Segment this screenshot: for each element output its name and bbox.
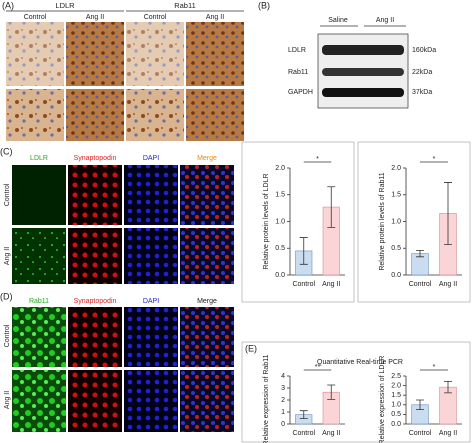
significance-label: *: [433, 364, 436, 371]
y-tick-label: 1.0: [391, 218, 401, 225]
condition-label: Ang II: [86, 14, 104, 21]
channel-label: Merge: [197, 155, 217, 162]
significance-label: *: [433, 156, 436, 163]
panel-label: (D): [0, 291, 13, 301]
x-tick-label: Control: [409, 281, 432, 288]
group-label: Rab11: [174, 1, 196, 10]
error-bar: [327, 186, 336, 228]
x-tick-label: Ang II: [322, 430, 340, 437]
channel-label: LDLR: [30, 155, 48, 162]
y-tick-label: 0.5: [391, 245, 401, 252]
significance-label: **: [315, 364, 321, 371]
significance-label: *: [316, 156, 319, 163]
row-label: Control: [4, 324, 11, 347]
y-tick-label: 4: [281, 373, 285, 380]
error-bar: [299, 237, 308, 265]
condition-label: Control: [144, 14, 167, 21]
size-label: 160kDa: [412, 47, 436, 54]
panel-label: (A): [2, 0, 14, 10]
y-tick-label: 0.5: [275, 245, 285, 252]
y-tick-label: 1.0: [275, 218, 285, 225]
y-axis-label: Relative expression of LDLR: [379, 356, 386, 443]
condition-label: Control: [24, 14, 47, 21]
band-label: LDLR: [288, 47, 306, 54]
x-tick-label: Ang II: [322, 281, 340, 288]
error-bar: [416, 399, 424, 410]
y-tick-label: 2.5: [391, 373, 401, 380]
row-label: Control: [4, 183, 11, 206]
y-axis-label: Relative expression of Rab11: [263, 354, 270, 443]
row-label: Ang II: [4, 247, 11, 265]
error-bar: [327, 384, 336, 400]
band-label: GAPDH: [288, 89, 313, 96]
panel-label: (E): [245, 343, 257, 353]
y-tick-label: 2.0: [275, 165, 285, 172]
y-axis-label: Relative protein levels of Rab11: [379, 172, 386, 270]
error-bar: [444, 380, 452, 394]
y-tick-label: 2.0: [391, 382, 401, 389]
y-tick-label: 0.0: [391, 272, 401, 279]
channel-label: DAPI: [143, 155, 159, 162]
size-label: 22kDa: [412, 69, 432, 76]
panel-label: (B): [258, 0, 270, 10]
x-tick-label: Control: [292, 281, 315, 288]
y-tick-label: 2: [281, 397, 285, 404]
group-label: LDLR: [55, 1, 75, 10]
x-tick-label: Ang II: [439, 281, 457, 288]
x-tick-label: Control: [292, 430, 315, 437]
y-tick-label: 0.0: [275, 272, 285, 279]
y-tick-label: 1.5: [275, 192, 285, 199]
y-tick-label: 0.0: [391, 421, 401, 428]
x-tick-label: Ang II: [439, 430, 457, 437]
y-axis-label: Relative protein levels of LDLR: [263, 173, 270, 269]
channel-label: DAPI: [143, 298, 159, 305]
channel-label: Rab11: [29, 298, 49, 305]
size-label: 37kDa: [412, 89, 432, 96]
channel-label: Synaptopodin: [74, 298, 117, 305]
error-bar: [416, 249, 424, 258]
error-bar: [444, 182, 452, 245]
x-tick-label: Control: [409, 430, 432, 437]
y-tick-label: 0: [281, 421, 285, 428]
band-label: Rab11: [288, 69, 308, 76]
y-tick-label: 1.5: [391, 392, 401, 399]
y-tick-label: 1.0: [391, 402, 401, 409]
panel-title: Quantitative Real-time PCR: [317, 359, 403, 366]
channel-label: Synaptopodin: [74, 155, 117, 162]
error-bar: [299, 410, 308, 419]
condition-label: Saline: [328, 17, 348, 24]
y-tick-label: 2.0: [391, 165, 401, 172]
condition-label: Ang II: [376, 17, 394, 24]
panel-label: (C): [0, 146, 13, 156]
channel-label: Merge: [197, 298, 217, 305]
y-tick-label: 0.5: [391, 411, 401, 418]
y-tick-label: 3: [281, 385, 285, 392]
y-tick-label: 1: [281, 409, 285, 416]
condition-label: Ang II: [206, 14, 224, 21]
y-tick-label: 1.5: [391, 192, 401, 199]
row-label: Ang II: [4, 391, 11, 409]
